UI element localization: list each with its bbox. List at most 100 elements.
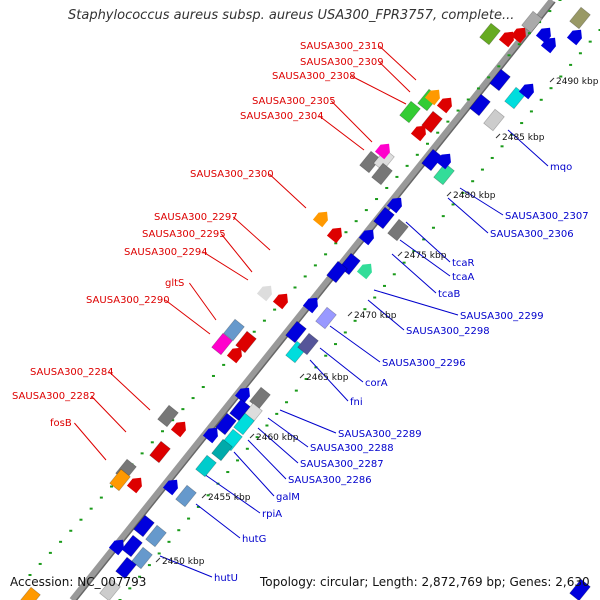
- gene-box: [483, 108, 505, 132]
- gene-box: [19, 586, 41, 600]
- track-dot: [313, 264, 317, 267]
- gene-arrow: [374, 143, 390, 160]
- gene-arrow: [566, 29, 582, 46]
- ruler-label: 2490 kbp: [556, 77, 599, 87]
- gene-feature: [540, 37, 556, 54]
- track-dot: [588, 40, 592, 43]
- track-dot: [343, 331, 347, 334]
- track-dot: [128, 587, 132, 590]
- gene-labels: SAUSA300_2310 SAUSA300_2309 SAUSA300_2308 S…: [12, 41, 589, 584]
- track-dot: [466, 98, 470, 101]
- track-dot: [177, 529, 181, 532]
- track-dot: [392, 273, 396, 276]
- leader-line: [329, 325, 381, 363]
- gene-feature: [566, 29, 582, 46]
- gene-box: [387, 218, 409, 242]
- gene-arrow: [126, 477, 142, 494]
- gene-box: [421, 148, 443, 172]
- ruler-tick: [397, 251, 403, 257]
- gene-feature: [469, 93, 491, 117]
- gene-box: [479, 22, 501, 46]
- track-dot: [275, 412, 279, 415]
- track-dot: [48, 551, 52, 554]
- gene-feature: [373, 148, 395, 172]
- forward-gene-label: SAUSA300_2290: [86, 295, 170, 306]
- gene-box: [211, 438, 233, 462]
- reverse-gene-label: corA: [365, 378, 388, 389]
- gene-feature: [233, 412, 255, 436]
- track-dot: [480, 168, 484, 171]
- gene-feature: [256, 285, 272, 302]
- forward-gene-label: SAUSA300_2295: [142, 229, 226, 240]
- gene-feature: [358, 229, 374, 246]
- gene-feature: [498, 31, 514, 48]
- gene-arrow: [510, 27, 526, 44]
- map-title: Staphylococcus aureus subsp. aureus USA3…: [68, 8, 515, 23]
- gene-box: [421, 110, 443, 134]
- ruler-label: 2460 kbp: [256, 433, 299, 443]
- reverse-gene-label: tcaB: [438, 289, 461, 300]
- gene-box: [569, 6, 591, 30]
- gene-feature: [312, 211, 328, 228]
- gene-feature: [479, 22, 501, 46]
- forward-gene-label: SAUSA300_2310: [300, 41, 384, 52]
- track-dot: [405, 164, 409, 167]
- gene-arrow: [302, 297, 318, 314]
- gene-box: [326, 260, 348, 284]
- gene-feature: [121, 534, 143, 558]
- gene-box: [521, 10, 543, 34]
- gene-box: [373, 206, 395, 230]
- gene-arrow: [386, 197, 402, 214]
- track-dot: [273, 308, 277, 311]
- track-dot: [500, 145, 504, 148]
- ruler-tick: [495, 133, 501, 139]
- gene-feature: [19, 586, 41, 600]
- reverse-gene-label: mqo: [550, 162, 572, 173]
- gene-feature: [510, 27, 526, 44]
- track-dot: [363, 308, 367, 311]
- track-dot: [324, 253, 328, 256]
- leader-line: [373, 289, 459, 316]
- leader-line: [399, 239, 451, 277]
- gene-feature: [521, 10, 543, 34]
- gene-feature: [272, 293, 288, 310]
- track-dot: [461, 191, 465, 194]
- gene-box: [297, 332, 319, 356]
- track-dot: [412, 250, 416, 253]
- track-dot: [395, 175, 399, 178]
- reverse-gene-label: SAUSA300_2288: [310, 443, 394, 454]
- track-dot: [324, 354, 328, 357]
- track-dot: [262, 319, 266, 322]
- gene-feature: [435, 153, 451, 170]
- gene-feature: [133, 514, 155, 538]
- track-dot: [476, 87, 480, 90]
- track-dot: [598, 29, 600, 31]
- leader-line: [90, 395, 127, 433]
- track-dot: [161, 430, 164, 433]
- forward-gene-label: SAUSA300_2297: [154, 212, 238, 223]
- track-dot: [548, 10, 552, 13]
- ruler-tick: [249, 433, 255, 439]
- ruler-label: 2475 kbp: [404, 251, 447, 261]
- forward-gene-label: SAUSA300_2282: [12, 391, 96, 402]
- track-dot: [191, 397, 195, 400]
- gene-feature: [211, 332, 233, 356]
- gene-feature: [410, 125, 426, 142]
- reverse-gene-label: SAUSA300_2287: [300, 459, 384, 470]
- gene-box: [149, 440, 171, 464]
- gene-box: [157, 404, 179, 428]
- reverse-gene-label: tcaA: [452, 272, 475, 283]
- topology-label: Topology: circular; Length: 2,872,769 bp…: [260, 575, 590, 589]
- track-dot: [527, 32, 531, 35]
- gene-box: [469, 93, 491, 117]
- gene-feature: [109, 468, 131, 492]
- reverse-gene-label: SAUSA300_2306: [490, 229, 574, 240]
- track-dot: [314, 366, 318, 369]
- gene-feature: [386, 197, 402, 214]
- track-dot: [285, 401, 289, 404]
- track-dot: [354, 220, 358, 223]
- track-dot: [140, 452, 144, 455]
- leader-line: [247, 439, 287, 480]
- ruler-tick: [446, 191, 452, 197]
